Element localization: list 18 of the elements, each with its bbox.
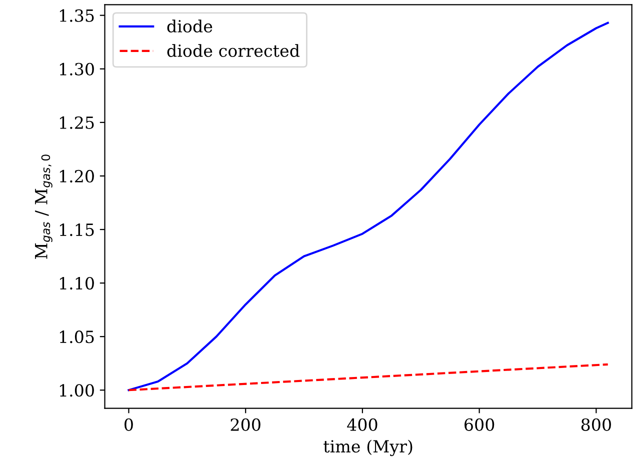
y-tick-label: 1.10 bbox=[60, 277, 94, 290]
x-tick-label: 400 bbox=[347, 418, 378, 431]
x-axis-title: time (Myr) bbox=[324, 440, 412, 456]
x-tick-label: 200 bbox=[230, 418, 260, 431]
y-axis-title: M$_{gas}$ / M$_{gas,0}$ bbox=[35, 154, 52, 259]
y-tick-label: 1.25 bbox=[60, 116, 94, 129]
legend-label: diode bbox=[167, 20, 212, 33]
y-tick-label: 1.15 bbox=[60, 223, 94, 236]
y-tick-label: 1.20 bbox=[60, 170, 94, 183]
y-tick-label: 1.00 bbox=[60, 384, 94, 397]
x-tick-label: 0 bbox=[124, 418, 133, 431]
x-tick-label: 600 bbox=[464, 418, 494, 431]
y-tick-label: 1.05 bbox=[60, 330, 94, 344]
y-tick-label: 1.30 bbox=[60, 62, 94, 76]
x-tick-label: 800 bbox=[581, 418, 611, 431]
y-tick-label: 1.35 bbox=[60, 9, 94, 22]
line-series bbox=[128, 22, 609, 392]
legend-label: diode corrected bbox=[167, 44, 300, 58]
